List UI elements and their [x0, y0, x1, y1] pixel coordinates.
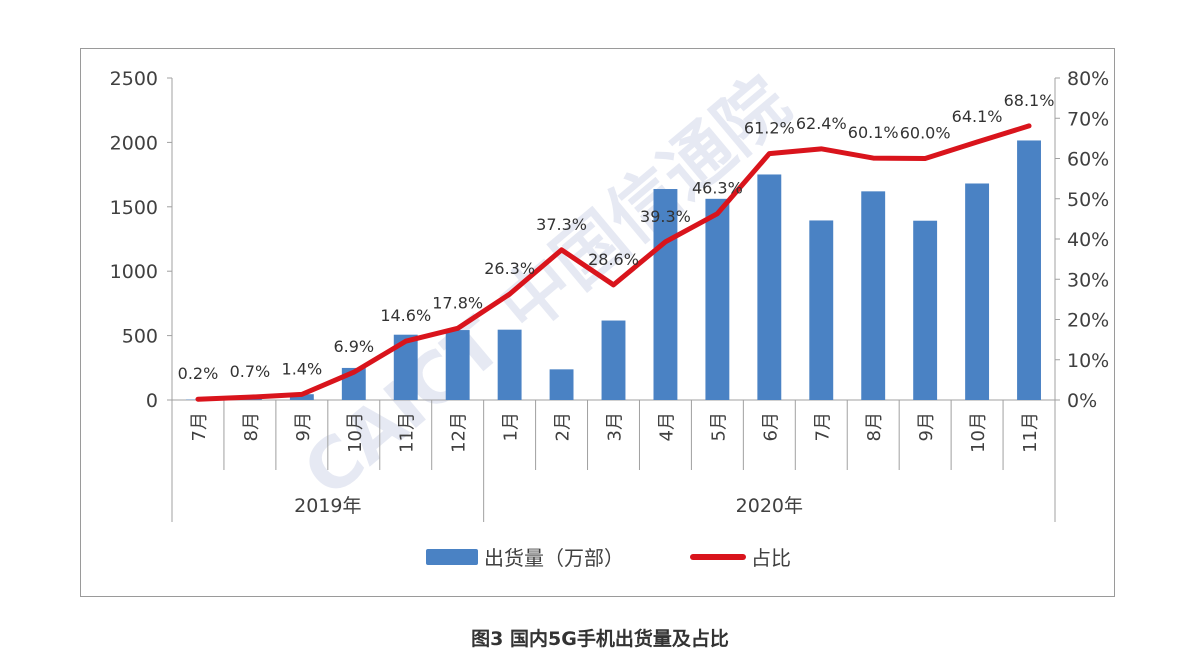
data-label: 60.0% — [900, 124, 951, 143]
right-tick-label: 10% — [1067, 350, 1109, 372]
category-label: 4月 — [656, 412, 677, 441]
bar — [757, 174, 782, 400]
data-label: 0.7% — [230, 362, 271, 381]
category-label: 2月 — [553, 412, 574, 441]
bar — [497, 329, 522, 400]
data-label: 17.8% — [432, 293, 483, 312]
right-tick-label: 0% — [1067, 390, 1097, 412]
category-label: 5月 — [708, 412, 729, 441]
category-label: 9月 — [293, 412, 314, 441]
right-tick-label: 40% — [1067, 229, 1109, 251]
category-label: 6月 — [760, 412, 781, 441]
right-tick-label: 50% — [1067, 189, 1109, 211]
data-label: 68.1% — [1004, 91, 1055, 110]
category-label: 8月 — [864, 412, 885, 441]
bar — [1017, 140, 1041, 400]
bar — [965, 183, 990, 400]
bar — [861, 191, 886, 400]
category-label: 7月 — [812, 412, 833, 441]
data-label: 14.6% — [380, 306, 431, 325]
data-label: 46.3% — [692, 179, 743, 198]
data-label: 39.3% — [640, 207, 691, 226]
bar — [289, 394, 314, 400]
right-tick-label: 20% — [1067, 310, 1109, 332]
legend-swatch-bar — [426, 549, 478, 565]
data-label: 6.9% — [333, 337, 374, 356]
bar — [393, 334, 418, 400]
share-line — [195, 123, 1032, 402]
bar — [445, 330, 470, 400]
right-tick-label: 60% — [1067, 149, 1109, 171]
right-tick-label: 80% — [1067, 68, 1109, 90]
chart-frame — [80, 48, 1115, 597]
left-tick-label: 500 — [122, 326, 158, 348]
legend-swatch-line — [690, 554, 746, 560]
category-label: 8月 — [241, 412, 262, 441]
category-label: 9月 — [916, 412, 937, 441]
data-label: 26.3% — [484, 259, 535, 278]
left-tick-label: 2500 — [110, 68, 158, 90]
data-label: 64.1% — [952, 107, 1003, 126]
category-label: 10月 — [968, 412, 989, 453]
data-label: 37.3% — [536, 215, 587, 234]
data-label: 60.1% — [848, 123, 899, 142]
category-label: 3月 — [605, 412, 626, 441]
data-label: 0.2% — [178, 364, 219, 383]
left-tick-label: 2000 — [110, 132, 158, 154]
left-tick-label: 1500 — [110, 197, 158, 219]
data-label: 61.2% — [744, 119, 795, 138]
left-tick-label: 1000 — [110, 261, 158, 283]
right-tick-label: 70% — [1067, 108, 1109, 130]
bar — [653, 189, 678, 400]
bar — [809, 220, 834, 400]
bar — [705, 198, 730, 400]
category-label: 10月 — [345, 412, 366, 453]
bar — [913, 220, 938, 400]
data-label: 28.6% — [588, 250, 639, 269]
data-label: 1.4% — [282, 359, 323, 378]
chart-caption: 图3 国内5G手机出货量及占比 — [471, 628, 729, 650]
legend-label-line: 占比 — [751, 546, 791, 570]
category-label: 7月 — [189, 412, 210, 441]
category-label: 11月 — [1020, 412, 1041, 453]
category-label: 12月 — [449, 412, 470, 453]
legend-label-bar: 出货量（万部） — [484, 546, 624, 570]
right-tick-label: 30% — [1067, 269, 1109, 291]
group-label: 2019年 — [294, 495, 361, 517]
category-label: 11月 — [397, 412, 418, 453]
data-label: 62.4% — [796, 114, 847, 133]
group-label: 2020年 — [736, 495, 803, 517]
left-tick-label: 0 — [146, 390, 158, 412]
bar — [601, 320, 626, 400]
category-label: 1月 — [501, 412, 522, 441]
bar — [549, 369, 574, 400]
